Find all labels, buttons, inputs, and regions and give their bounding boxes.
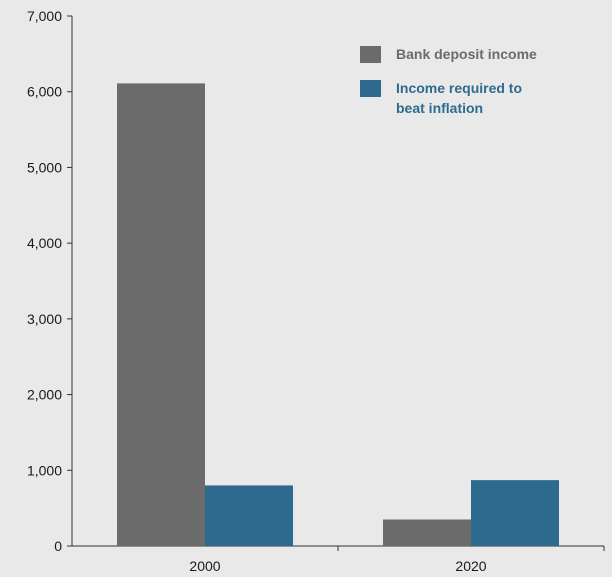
x-tick-label: 2020: [455, 558, 486, 574]
y-tick-label: 5,000: [27, 159, 62, 175]
y-tick-label: 2,000: [27, 387, 62, 403]
y-axis-ticks: 0 1,000 2,000 3,000 4,000 5,000 6,000 7,000: [27, 8, 72, 554]
bar-income-required-2020: [471, 480, 559, 546]
y-tick-label: 1,000: [27, 462, 62, 478]
bar-bank-deposit-income-2020: [383, 519, 471, 546]
y-tick-label: 0: [54, 538, 62, 554]
legend-swatch: [360, 80, 381, 97]
legend-label: Income required to: [396, 80, 522, 96]
legend-label: Bank deposit income: [396, 46, 537, 62]
bar-bank-deposit-income-2000: [117, 83, 205, 546]
y-tick-label: 7,000: [27, 8, 62, 24]
y-tick-label: 6,000: [27, 84, 62, 100]
y-tick-label: 4,000: [27, 235, 62, 251]
legend-swatch: [360, 46, 381, 63]
bar-income-required-2000: [205, 485, 293, 546]
y-tick-label: 3,000: [27, 311, 62, 327]
x-tick-label: 2000: [189, 558, 220, 574]
legend: Bank deposit income Income required to bea…: [360, 46, 537, 116]
bars-group: [117, 83, 559, 546]
legend-label: beat inflation: [396, 100, 483, 116]
x-axis-ticks: 2000 2020: [189, 546, 605, 574]
